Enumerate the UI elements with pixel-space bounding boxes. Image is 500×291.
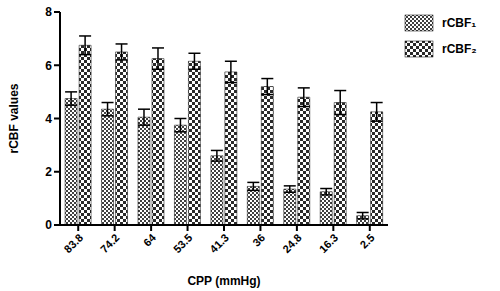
svg-text:6: 6 [45,59,52,73]
svg-text:36: 36 [250,231,267,248]
svg-text:rCBF values: rCBF values [8,83,21,153]
html-text:rCBF₂: rCBF₂ [442,42,477,56]
svg-text:4: 4 [45,112,52,126]
svg-text:8: 8 [45,5,52,19]
svg-text:74.2: 74.2 [98,231,122,255]
svg-text:53.5: 53.5 [171,231,195,255]
svg-text:83.8: 83.8 [62,231,86,255]
html-text:rCBF₁: rCBF₁ [442,16,477,30]
svg-text:CPP (mmHg): CPP (mmHg) [187,274,260,288]
svg-text:2: 2 [45,165,52,179]
svg-text:64: 64 [141,231,159,249]
svg-text:2.5: 2.5 [357,231,376,250]
svg-text:16.3: 16.3 [317,231,341,255]
svg-text:24.8: 24.8 [280,231,304,255]
svg-text:0: 0 [45,218,52,232]
svg-text:41.3: 41.3 [207,231,231,255]
